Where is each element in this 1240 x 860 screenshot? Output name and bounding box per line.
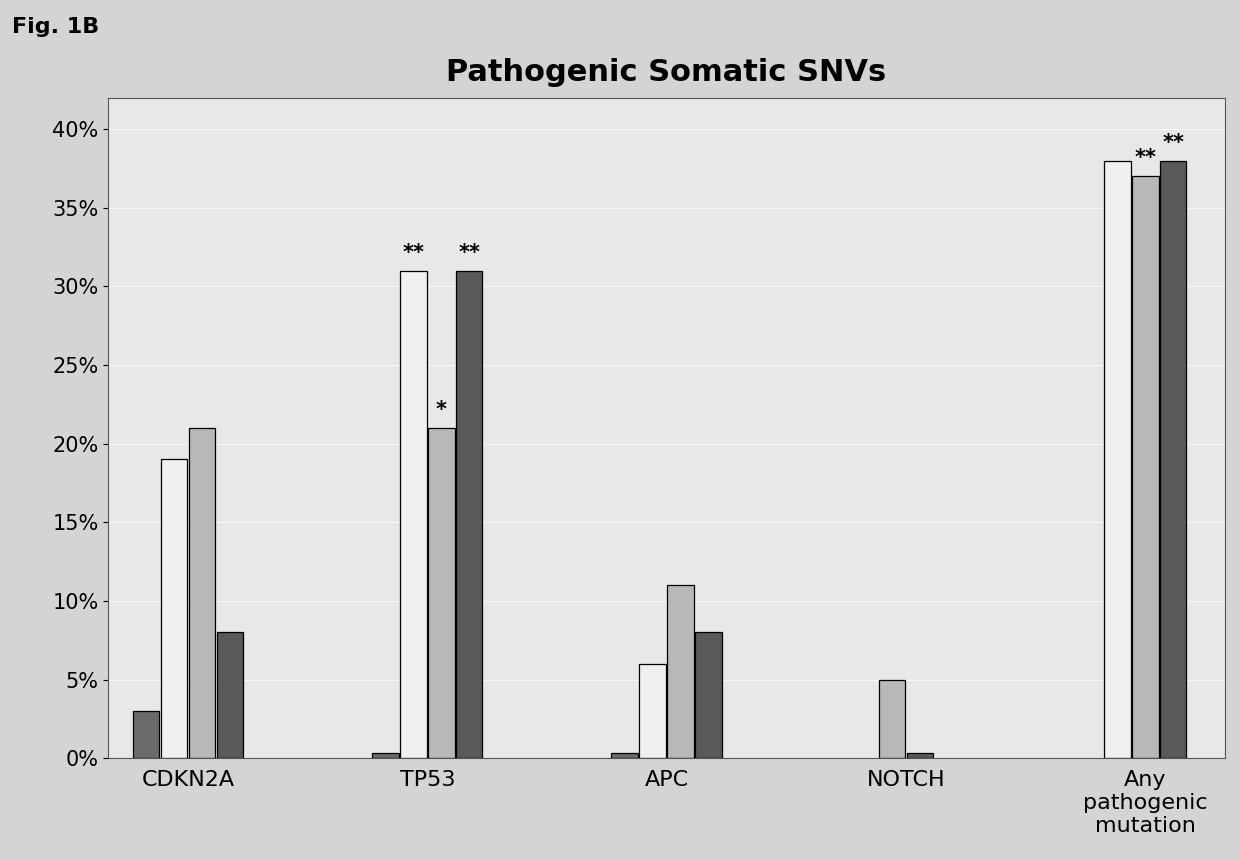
Bar [667, 585, 694, 759]
Bar [188, 428, 216, 759]
Bar [428, 428, 455, 759]
Text: *: * [435, 400, 446, 420]
Bar [161, 459, 187, 759]
Text: **: ** [402, 243, 424, 263]
Bar [696, 632, 722, 759]
Bar [879, 679, 905, 759]
Bar [640, 664, 666, 759]
Bar [611, 753, 639, 759]
Text: **: ** [1135, 149, 1156, 169]
Bar [1104, 161, 1131, 759]
Bar [1159, 161, 1187, 759]
Bar [906, 753, 934, 759]
Bar [456, 271, 482, 759]
Bar [401, 271, 427, 759]
Title: Pathogenic Somatic SNVs: Pathogenic Somatic SNVs [446, 58, 887, 87]
Text: **: ** [458, 243, 480, 263]
Bar [1132, 176, 1158, 759]
Text: Fig. 1B: Fig. 1B [12, 17, 99, 37]
Bar [372, 753, 399, 759]
Bar [217, 632, 243, 759]
Bar [133, 711, 160, 759]
Text: **: ** [1162, 132, 1184, 153]
